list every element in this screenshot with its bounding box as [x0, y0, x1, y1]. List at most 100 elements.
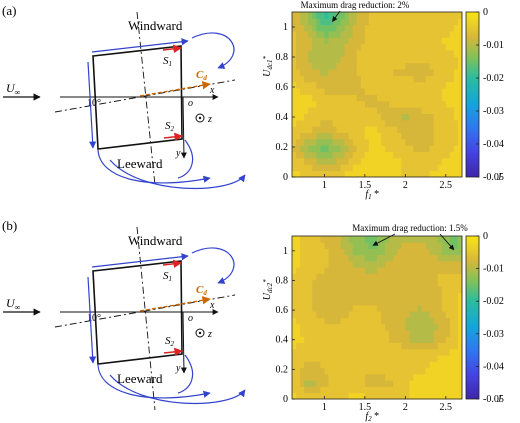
heatmap-cell [364, 273, 370, 281]
heatmap-cell [348, 170, 354, 178]
heatmap-cell [445, 75, 451, 83]
heatmap-cell [368, 273, 374, 281]
heatmap-cell [457, 75, 463, 83]
heatmap-cell [368, 304, 374, 312]
heatmap-cell [332, 304, 337, 312]
heatmap-cell [421, 24, 426, 32]
heatmap-cell [457, 317, 463, 325]
heatmap-cell [320, 279, 325, 287]
heatmap-cell [300, 62, 305, 70]
heatmap-cell [336, 56, 341, 64]
heatmap-cell [413, 304, 418, 312]
heatmap-cell [437, 304, 443, 312]
heatmap-cell [377, 138, 382, 146]
heatmap-cell [433, 132, 439, 140]
heatmap-cell [324, 254, 329, 262]
heatmap-cell [421, 279, 426, 287]
heatmap-cell [328, 355, 333, 362]
heatmap-cell [344, 31, 350, 38]
heatmap-cell [304, 286, 309, 293]
heatmap-cell [429, 132, 435, 140]
heatmap-cell [340, 94, 346, 102]
heatmap-cell [433, 145, 439, 153]
heatmap-cell [344, 248, 350, 256]
heatmap-cell [381, 317, 386, 325]
heatmap-cell [328, 94, 333, 102]
x-tick-label: 2 [403, 402, 408, 413]
heatmap-cell [304, 132, 309, 140]
heatmap-cell [413, 94, 418, 102]
heatmap-cell [457, 18, 463, 26]
heatmap-cell [324, 94, 329, 102]
heatmap-cell [336, 236, 341, 243]
heatmap-cell [304, 242, 309, 249]
heatmap-cell [328, 336, 333, 343]
heatmap-cell [332, 317, 337, 325]
heatmap-cell [393, 18, 398, 26]
heatmap-cell [437, 107, 443, 114]
y-tick-label: 0.2 [276, 364, 289, 375]
heatmap-cell [389, 75, 394, 83]
heatmap-cell [372, 157, 378, 165]
heatmap-cell [344, 267, 350, 275]
heatmap-cell [449, 286, 455, 293]
heatmap-cell [352, 317, 358, 325]
heatmap-cell [409, 12, 414, 19]
heatmap-cell [453, 242, 459, 249]
heatmap-cell [332, 107, 337, 114]
z-axis-label: z [207, 329, 212, 340]
heatmap-cell [433, 43, 439, 51]
heatmap-cell [344, 254, 350, 262]
heatmap-cell [332, 311, 337, 318]
heatmap-cell [417, 12, 422, 19]
heatmap-cell [377, 81, 382, 89]
heatmap-cell [441, 31, 447, 38]
heatmap-cell [352, 12, 358, 19]
y-tick-label: 0.8 [276, 275, 289, 286]
heatmap-cell [409, 298, 414, 306]
heatmap-cell [304, 267, 309, 275]
heatmap-cell [429, 164, 435, 172]
heatmap-cell [292, 292, 297, 300]
heatmap-cell [292, 279, 297, 287]
heatmap-cell [425, 164, 431, 172]
heatmap-cell [445, 31, 451, 38]
heatmap-cell [316, 304, 321, 312]
heatmap-cell [328, 12, 333, 19]
heatmap-cell [449, 236, 455, 243]
heatmap-cell [352, 336, 358, 343]
heatmap-cell [344, 113, 350, 121]
heatmap-cell [324, 12, 329, 19]
heatmap-cell [332, 170, 337, 178]
heatmap-cell [437, 75, 443, 83]
heatmap-cell [292, 355, 297, 362]
heatmap-cell [332, 81, 337, 89]
heatmap-cell [324, 164, 329, 172]
heatmap-cell [457, 336, 463, 343]
heatmap-cell [292, 367, 297, 375]
heatmap-cell [368, 392, 374, 400]
heatmap-cell [401, 43, 406, 51]
heatmap-cell [433, 248, 439, 256]
heatmap-cell [364, 254, 370, 262]
heatmap-cell [385, 138, 390, 146]
heatmap-cell [372, 94, 378, 102]
heatmap-cell [304, 311, 309, 318]
s2-label: S2 [165, 120, 175, 133]
heatmap-cell [344, 126, 350, 133]
heatmap-cell [348, 157, 354, 165]
heatmap-cell [352, 342, 358, 350]
heatmap-cell [296, 69, 301, 76]
heatmap-cell [389, 107, 394, 114]
heatmap-cell [340, 126, 346, 133]
heatmap-cell [360, 386, 366, 394]
heatmap-cell [393, 37, 398, 45]
heatmap-cell [417, 157, 422, 165]
heatmap-cell [453, 261, 459, 268]
heatmap-cell [344, 279, 350, 287]
heatmap-cell [292, 100, 297, 108]
heatmap-cell [296, 248, 301, 256]
heatmap-cell [308, 348, 313, 356]
heatmap-cell [348, 304, 354, 312]
heatmap-cell [381, 18, 386, 26]
